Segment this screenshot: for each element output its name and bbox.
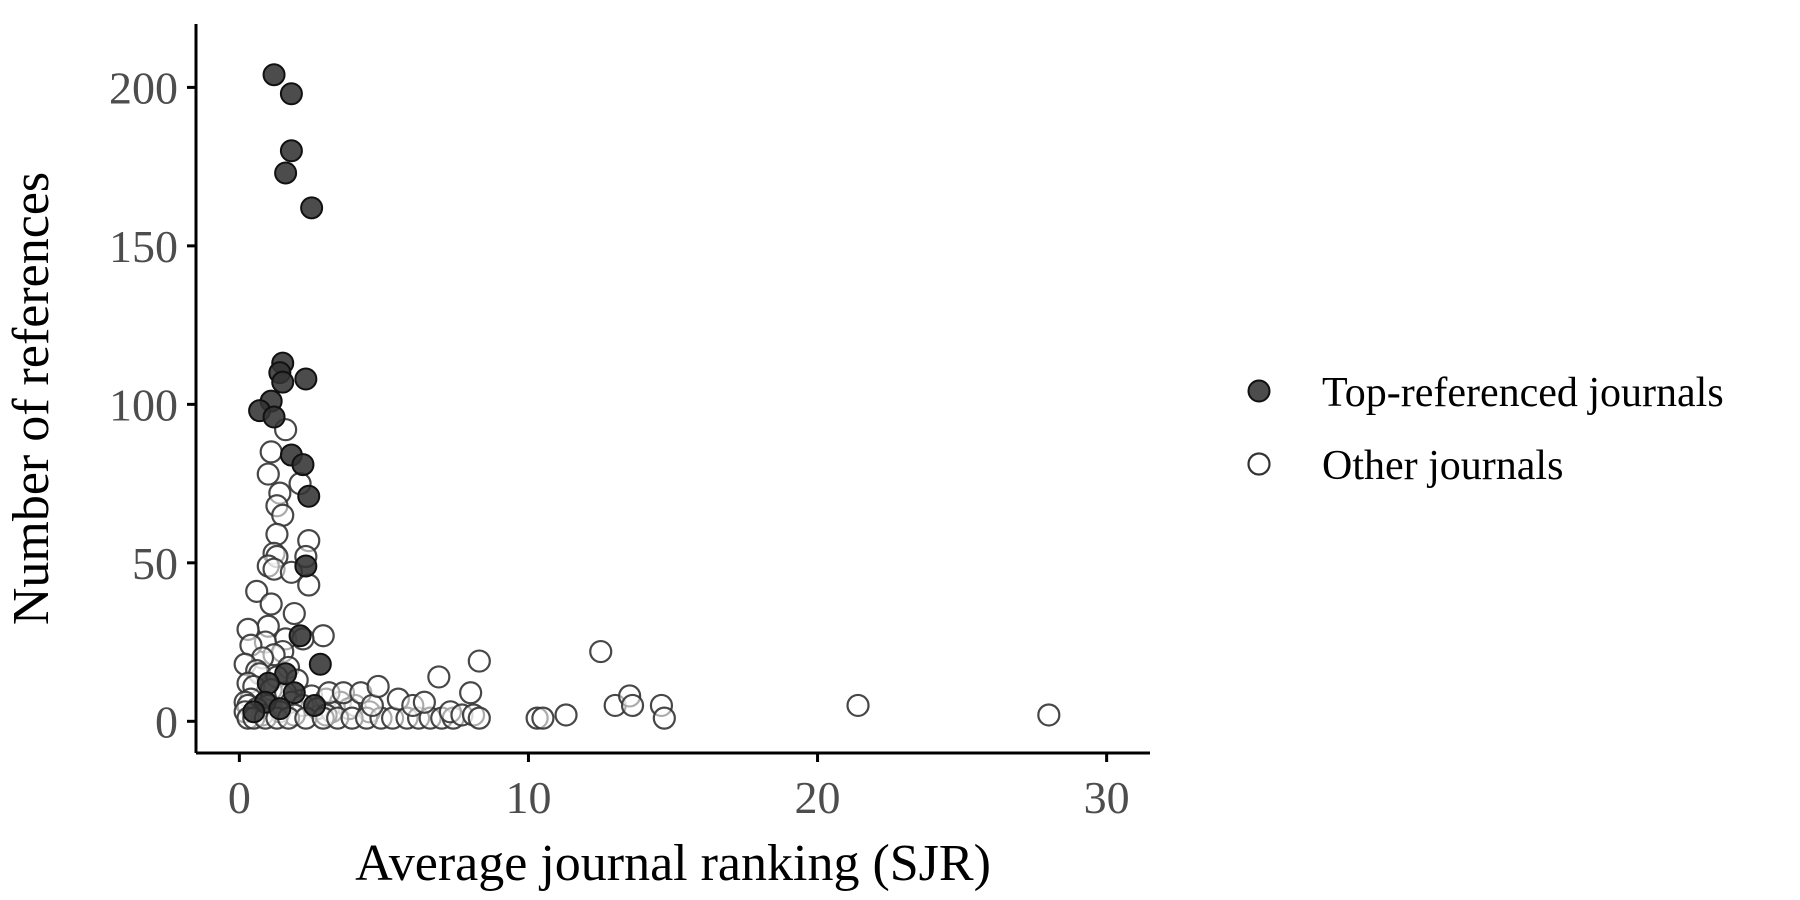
y-tick-label: 200	[109, 62, 178, 113]
data-point-other	[589, 639, 613, 664]
data-point-other	[265, 522, 289, 546]
data-point-other	[459, 681, 483, 705]
data-point-top-referenced	[262, 63, 286, 87]
data-point-other	[259, 440, 283, 464]
legend: Top-referenced journals Other journals	[1247, 370, 1724, 489]
data-point-top-referenced	[262, 405, 286, 429]
x-tick-label: 20	[795, 772, 841, 823]
legend-label-other: Other journals	[1322, 443, 1563, 489]
data-point-top-referenced	[279, 82, 303, 106]
data-point-top-referenced	[242, 700, 266, 724]
data-point-other	[554, 703, 578, 727]
data-point-top-referenced	[256, 671, 280, 695]
data-point-top-referenced	[297, 484, 321, 508]
data-point-other	[245, 579, 269, 603]
plot-points	[233, 63, 1061, 730]
data-point-top-referenced	[279, 139, 303, 163]
data-point-top-referenced	[308, 652, 332, 676]
data-point-other	[467, 649, 491, 673]
x-tick-label: 0	[228, 772, 251, 823]
data-point-top-referenced	[294, 367, 318, 391]
data-point-other	[846, 693, 870, 718]
y-tick-label: 50	[132, 538, 178, 589]
data-point-other	[259, 592, 283, 616]
data-point-other	[412, 690, 436, 714]
data-point-top-referenced	[271, 370, 295, 394]
data-point-other	[652, 706, 676, 730]
y-ticks: 0 50 100 150 200	[109, 62, 196, 747]
data-point-top-referenced	[274, 662, 298, 686]
x-tick-label: 10	[505, 772, 551, 823]
data-point-top-referenced	[268, 697, 292, 721]
data-point-other	[311, 624, 335, 648]
data-point-other	[297, 573, 321, 597]
data-point-other	[282, 601, 306, 626]
y-axis-title: Number of references	[3, 172, 60, 625]
legend-marker-other	[1247, 452, 1271, 476]
y-tick-label: 150	[109, 221, 178, 272]
y-tick-label: 100	[109, 379, 178, 430]
data-point-other	[427, 665, 451, 689]
data-point-other	[360, 693, 384, 718]
data-point-other	[366, 674, 390, 699]
legend-marker-top-referenced	[1247, 379, 1271, 403]
data-point-top-referenced	[303, 693, 327, 717]
data-point-other	[531, 706, 555, 730]
data-point-other	[256, 462, 280, 486]
data-point-top-referenced	[300, 196, 324, 220]
data-point-top-referenced	[291, 453, 315, 477]
x-axis-title: Average journal ranking (SJR)	[355, 835, 991, 892]
legend-label-top-referenced: Top-referenced journals	[1322, 370, 1724, 416]
data-point-top-referenced	[294, 554, 318, 578]
x-ticks: 0 10 20 30	[228, 753, 1130, 823]
x-tick-label: 30	[1084, 772, 1130, 823]
y-tick-label: 0	[155, 696, 178, 747]
data-point-other	[620, 693, 645, 718]
data-point-other	[467, 706, 491, 730]
data-point-other	[271, 503, 295, 527]
data-point-top-referenced	[274, 161, 298, 185]
data-point-other	[1037, 703, 1061, 727]
data-point-top-referenced	[288, 624, 312, 648]
data-point-top-referenced	[282, 681, 306, 705]
